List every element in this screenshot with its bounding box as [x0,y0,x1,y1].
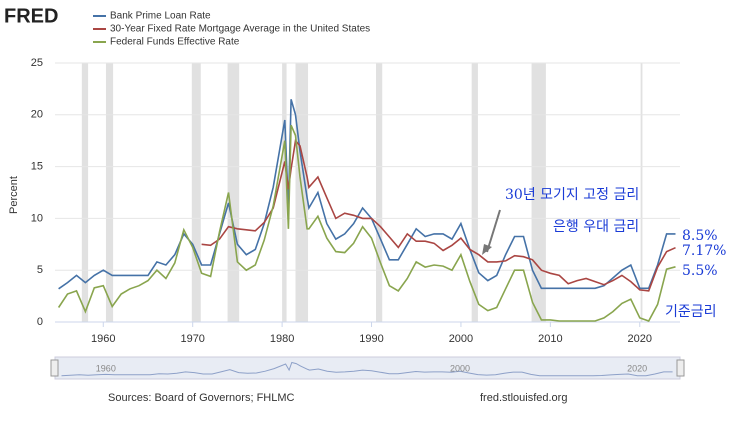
recession-band [191,63,201,322]
legend-label: 30-Year Fixed Rate Mortgage Average in t… [110,24,370,35]
y-tick-label: 10 [31,212,43,224]
y-tick-label: 25 [31,57,43,69]
x-tick-label: 1980 [270,333,294,345]
recession-band [105,63,114,322]
x-tick-label: 1970 [180,333,204,345]
y-tick-label: 5 [37,264,43,276]
recession-band [227,63,240,322]
navigator-handle[interactable] [676,359,685,377]
navigator-tick-label: 2020 [627,363,647,373]
annotation: 5.5% [682,263,718,279]
x-tick-label: 2000 [449,333,473,345]
series-line [58,99,676,290]
logo: FRED [4,5,58,27]
x-tick-label: 1990 [359,333,383,345]
legend-label: Bank Prime Loan Rate [110,11,211,22]
navigator-handle[interactable] [50,359,59,377]
recession-band [81,63,89,322]
navigator-line [61,361,673,377]
recession-band [375,63,383,322]
y-axis-label: Percent [8,176,20,214]
annotation: 30년 모기지 고정 금리 [505,187,639,203]
x-tick-label: 2010 [538,333,562,345]
y-tick-label: 20 [31,109,43,121]
recession-band [640,63,643,322]
recession-band [471,63,478,322]
y-tick-label: 15 [31,161,43,173]
annotation: 7.17% [682,243,726,259]
annotation-arrowhead [482,244,492,255]
navigator-tick-label: 2000 [450,363,470,373]
recession-band [531,63,546,322]
annotation: 기준금리 [665,304,717,320]
y-tick-label: 0 [37,316,43,328]
annotation: 은행 우대 금리 [553,219,639,235]
series-line [57,124,676,322]
annotation: 8.5% [682,228,718,244]
annotation-arrow [486,209,501,253]
recession-band [282,63,287,322]
x-tick-label: 1960 [91,333,115,345]
legend-label: Federal Funds Effective Rate [110,37,240,48]
source: Sources: Board of Governors; FHLMC [108,392,295,404]
navigator-tick-label: 1960 [96,363,116,373]
site: fred.stlouisfed.org [480,392,567,404]
x-tick-label: 2020 [628,333,652,345]
